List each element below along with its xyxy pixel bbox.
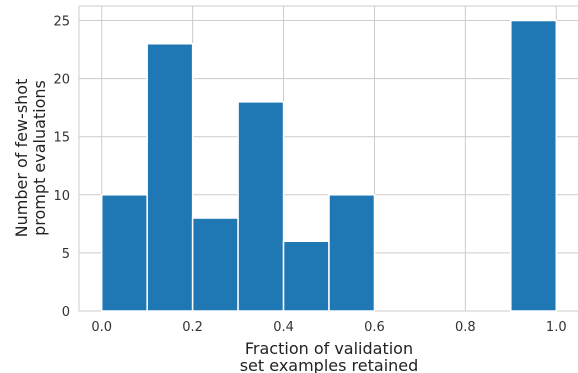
y-axis-title-line-1: Number of few-shot (12, 79, 31, 238)
y-tick-label-2: 10 (53, 189, 70, 204)
x-tick-label-4: 0.8 (455, 320, 476, 335)
y-tick-labels: 0 5 10 15 20 25 (53, 15, 70, 320)
y-axis-title-line-2: prompt evaluations (30, 80, 49, 236)
bar-2 (191, 217, 239, 312)
bar-9 (510, 19, 558, 312)
x-tick-label-5: 1.0 (546, 320, 567, 335)
x-tick-label-3: 0.6 (364, 320, 385, 335)
y-tick-label-1: 5 (62, 247, 70, 262)
y-tick-label-3: 15 (53, 131, 70, 146)
x-tick-label-0: 0.0 (91, 320, 112, 335)
bar-1 (146, 43, 194, 312)
x-tick-label-2: 0.4 (273, 320, 294, 335)
bar-0 (100, 194, 148, 312)
bar-4 (282, 240, 330, 312)
x-tick-labels: 0.0 0.2 0.4 0.6 0.8 1.0 (91, 320, 566, 335)
y-tick-label-0: 0 (62, 305, 70, 320)
x-axis-title-line-1: Fraction of validation (245, 339, 413, 358)
bars (100, 19, 558, 312)
y-tick-label-5: 25 (53, 15, 70, 30)
bar-5 (328, 194, 376, 312)
x-axis-title-line-2: set examples retained (240, 356, 419, 373)
bar-3 (237, 101, 285, 312)
x-tick-label-1: 0.2 (182, 320, 203, 335)
y-tick-label-4: 20 (53, 73, 70, 88)
